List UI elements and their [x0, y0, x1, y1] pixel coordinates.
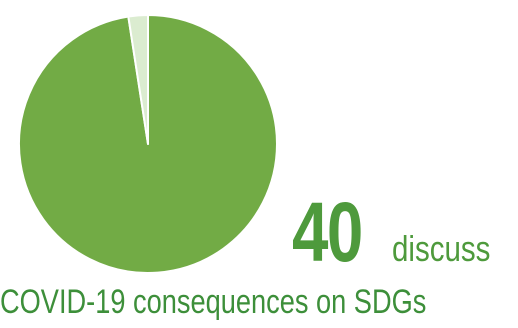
stat-number: 40 — [292, 185, 363, 279]
stat-callout: 40 discuss — [292, 190, 512, 274]
stat-verb: discuss — [392, 228, 491, 269]
stat-caption: COVID-19 consequences on SDGs — [0, 283, 518, 322]
pie-slice-2 — [127, 13, 149, 145]
stat-caption-text: COVID-19 consequences on SDGs — [0, 283, 427, 321]
